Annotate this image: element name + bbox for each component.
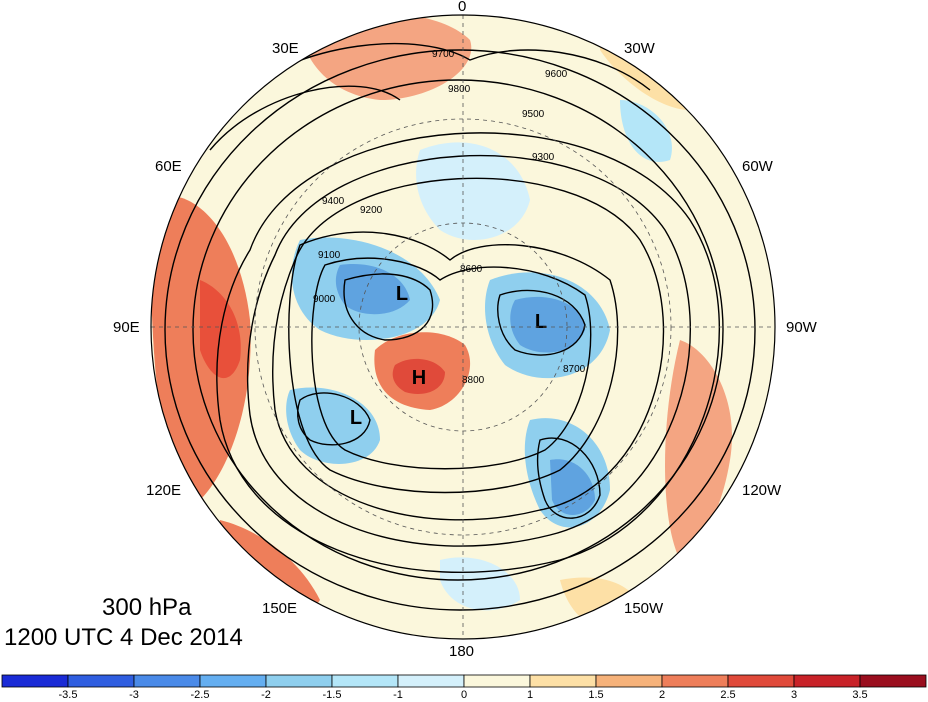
high-pressure-center: H bbox=[412, 367, 426, 389]
contour-label: 9500 bbox=[522, 109, 545, 120]
cold-patch-alaska-core bbox=[550, 459, 595, 515]
lon-label-30w: 30W bbox=[624, 40, 655, 57]
contour-label: 9100 bbox=[318, 250, 341, 261]
lon-label-60w: 60W bbox=[742, 158, 773, 175]
low-pressure-center: L bbox=[535, 311, 547, 333]
colorbar-tick-label: 1.5 bbox=[588, 689, 604, 701]
colorbar-tick-label: -2 bbox=[261, 689, 271, 701]
low-pressure-center: L bbox=[396, 283, 408, 305]
colorbar-cell bbox=[793, 674, 861, 688]
colorbar-cell bbox=[67, 674, 135, 688]
cold-patch-scandinavia bbox=[416, 142, 530, 240]
contour-label: 8700 bbox=[563, 364, 586, 375]
colorbar-cell bbox=[727, 674, 795, 688]
lon-label-150w: 150W bbox=[624, 600, 664, 617]
cold-patch-greenland bbox=[620, 100, 672, 162]
height-contours bbox=[164, 42, 756, 611]
colorbar-cell bbox=[331, 674, 399, 688]
contour-label: 9600 bbox=[545, 69, 568, 80]
contour-label: 9200 bbox=[360, 205, 383, 216]
contour-label: 9700 bbox=[432, 49, 455, 60]
colorbar-tick-label: -1 bbox=[393, 689, 403, 701]
lon-label-150e: 150E bbox=[262, 600, 298, 617]
colorbar-cell bbox=[859, 674, 927, 688]
contour-label: 9800 bbox=[448, 84, 471, 95]
contour-label: 9300 bbox=[532, 152, 555, 163]
lon-label-90w: 90W bbox=[786, 319, 817, 336]
contour-labels: 9700 9600 9800 9500 9300 9400 9200 9100 9000 8800… bbox=[313, 49, 586, 386]
colorbar-cell bbox=[265, 674, 333, 688]
lon-label-90e: 90E bbox=[113, 319, 140, 336]
lon-label-0: 0 bbox=[458, 0, 467, 15]
colorbar-cell bbox=[1, 674, 69, 688]
lon-label-120e: 120E bbox=[146, 482, 182, 499]
lon-label-180: 180 bbox=[449, 643, 475, 660]
lon-label-120w: 120W bbox=[742, 482, 782, 499]
colorbar-tick-label: -2.5 bbox=[190, 689, 210, 701]
cold-patch-siberia-core bbox=[335, 264, 410, 315]
colorbar-cell bbox=[133, 674, 201, 688]
colorbar-tick-label: 0 bbox=[460, 689, 468, 701]
colorbar-tick-label: -1.5 bbox=[322, 689, 342, 701]
colorbar-cell bbox=[463, 674, 531, 688]
colorbar-cell bbox=[529, 674, 597, 688]
colorbar-cells bbox=[1, 674, 927, 688]
low-pressure-center: L bbox=[350, 407, 362, 429]
title-time: 1200 UTC 4 Dec 2014 bbox=[4, 624, 243, 651]
colorbar-tick-label: 1 bbox=[526, 689, 534, 701]
colorbar-tick-label: -3 bbox=[129, 689, 139, 701]
lon-label-30e: 30E bbox=[272, 40, 299, 57]
graticule bbox=[151, 15, 775, 639]
colorbar-cell bbox=[397, 674, 465, 688]
colorbar-tick-label: 2.5 bbox=[720, 689, 736, 701]
pressure-centers: L L L H bbox=[350, 283, 547, 429]
colorbar-cell bbox=[595, 674, 663, 688]
contour-label: 8600 bbox=[460, 264, 483, 275]
colorbar-cell bbox=[661, 674, 729, 688]
colorbar-cell bbox=[199, 674, 267, 688]
colorbar-tick-label: 2 bbox=[658, 689, 666, 701]
colorbar-tick-label: -3.5 bbox=[58, 689, 78, 701]
map-boundary bbox=[150, 14, 776, 640]
colorbar-tick-label: 3 bbox=[790, 689, 798, 701]
lon-label-60e: 60E bbox=[155, 158, 182, 175]
title-level: 300 hPa bbox=[102, 594, 192, 621]
colorbar-tick-label: 3.5 bbox=[852, 689, 868, 701]
contour-label: 9000 bbox=[313, 294, 336, 305]
contour-label: 8800 bbox=[462, 375, 485, 386]
colorbar bbox=[1, 674, 927, 688]
contour-label: 9400 bbox=[322, 196, 345, 207]
warm-patch-pole-core bbox=[392, 358, 445, 394]
